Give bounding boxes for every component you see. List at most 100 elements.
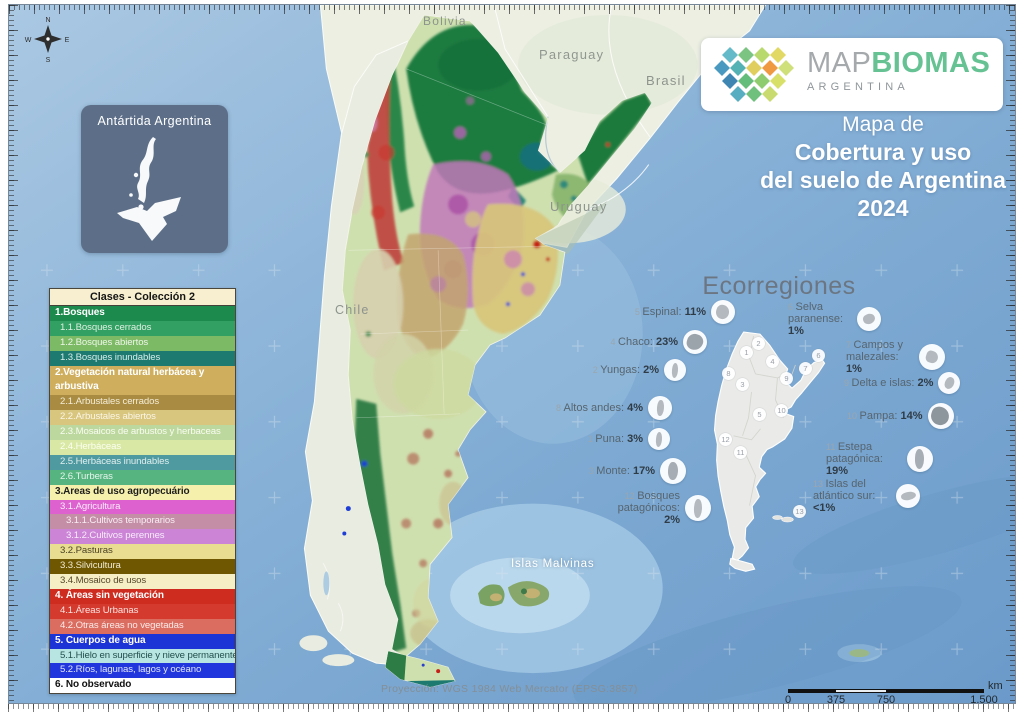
minimap-number-badge: 8 bbox=[722, 367, 735, 380]
ecoregion-label: 1 Puna: 3% bbox=[587, 433, 643, 445]
legend-title: Clases - Colección 2 bbox=[50, 289, 235, 306]
map-title-line4: 2024 bbox=[857, 195, 909, 221]
frame-ticks-bottom bbox=[8, 704, 1016, 712]
ecoregion-item: 3 Monte: 17% bbox=[589, 458, 686, 484]
country-label-uruguay: Uruguay bbox=[550, 199, 608, 214]
minimap-number-badge: 11 bbox=[734, 446, 747, 459]
scalebar-bar bbox=[788, 689, 984, 693]
ecoregion-shape-badge bbox=[683, 330, 707, 354]
projection-note: Proyección: WGS 1984 Web Mercator (EPSG:… bbox=[381, 683, 638, 695]
legend-item: 2.1.Arbustales cerrados bbox=[50, 395, 235, 411]
legend-item: 3.1.1.Cultivos temporarios bbox=[50, 514, 235, 530]
ecoregion-item: 4 Chaco: 23% bbox=[611, 330, 707, 354]
ecoregion-label: 2 Yungas: 2% bbox=[592, 364, 659, 376]
minimap-number-badge: 12 bbox=[719, 433, 732, 446]
scale-bar: km 0 375 750 1.500 bbox=[784, 679, 1008, 704]
legend-item: 4.1.Áreas Urbanas bbox=[50, 603, 235, 619]
ecoregion-label: 10 Pampa: 14% bbox=[847, 410, 923, 422]
legend-item: 2.3.Mosaicos de arbustos y herbaceas bbox=[50, 425, 235, 441]
scalebar-tick-label: 0 bbox=[784, 694, 792, 704]
logo-map-text: MAP bbox=[807, 47, 872, 79]
ecoregion-label: 8 Altos andes: 4% bbox=[555, 402, 643, 414]
ecoregion-shape-badge bbox=[927, 403, 954, 429]
mapbiomas-mosaic-icon bbox=[714, 47, 794, 102]
legend-item: 3.1.Agricultura bbox=[50, 499, 235, 515]
ecoregion-shape-badge bbox=[648, 396, 672, 420]
ecoregion-label: 9 Delta e islas: 2% bbox=[844, 377, 934, 389]
malvinas-islands bbox=[478, 581, 870, 658]
legend-item: 5.1.Hielo en superficie y nieve permanen… bbox=[50, 648, 235, 664]
mapbiomas-logo[interactable]: MAPBIOMAS ARGENTINA bbox=[701, 38, 1003, 111]
ecoregion-item: 2 Yungas: 2% bbox=[593, 359, 686, 381]
ecoregion-shape-badge bbox=[919, 344, 945, 370]
minimap-number-badge: 2 bbox=[752, 337, 765, 350]
legend-item: 2.Vegetación natural herbácea y arbustiv… bbox=[50, 365, 235, 396]
map-title: Mapa de Cobertura y uso del suelo de Arg… bbox=[751, 111, 1015, 222]
ecoregion-label: 6 Selva paranense: 1% bbox=[788, 301, 844, 337]
ecoregions-title: Ecorregiones bbox=[702, 272, 856, 300]
logo-text: MAPBIOMAS ARGENTINA bbox=[807, 47, 991, 94]
ecoregion-shape-badge bbox=[660, 458, 686, 484]
legend-item: 3.1.2.Cultivos perennes bbox=[50, 529, 235, 545]
minimap-number-badge: 7 bbox=[799, 362, 812, 375]
legend-item: 3.3.Silvicultura bbox=[50, 559, 235, 575]
legend-item: 3.2.Pasturas bbox=[50, 544, 235, 560]
bottom-margin bbox=[0, 704, 1024, 723]
minimap-number-badge: 5 bbox=[753, 408, 766, 421]
map-canvas[interactable]: N E S W Bolivia Paraguay Brasil Uruguay … bbox=[8, 4, 1016, 704]
minimap-number-badge: 9 bbox=[780, 372, 793, 385]
ecoregion-item: 7 Campos y malezales: 1% bbox=[846, 339, 945, 375]
compass-s: S bbox=[46, 57, 51, 64]
ecoregion-label: 5 Espinal: 11% bbox=[634, 306, 706, 318]
legend-item: 1.1.Bosques cerrados bbox=[50, 320, 235, 336]
compass-w: W bbox=[25, 37, 32, 44]
legend-item: 1.2.Bosques abiertos bbox=[50, 335, 235, 351]
ecoregion-label: 7 Campos y malezales: 1% bbox=[846, 339, 904, 375]
minimap-number-badge: 13 bbox=[793, 505, 806, 518]
legend-item: 2.2.Arbustales abiertos bbox=[50, 410, 235, 426]
ecoregion-item: 12 Bosques patagónicos: 2% bbox=[600, 490, 711, 526]
legend-item: 1.3.Bosques inundables bbox=[50, 350, 235, 366]
logo-argentina-text: ARGENTINA bbox=[807, 81, 909, 93]
map-title-line1: Mapa de bbox=[842, 113, 924, 136]
legend-item: 5.2.Ríos, lagunas, lagos y océano bbox=[50, 663, 235, 679]
scalebar-segment bbox=[836, 689, 886, 693]
ecoregion-item: 1 Puna: 3% bbox=[588, 428, 670, 450]
compass-rose: N E S W bbox=[25, 17, 70, 64]
ecoregion-label: 11 Estepa patagónica: 19% bbox=[826, 441, 883, 477]
logo-biomas-text: BIOMAS bbox=[871, 47, 991, 79]
ecoregion-item: 6 Selva paranense: 1% bbox=[788, 301, 881, 337]
antartida-inset: Antártida Argentina bbox=[81, 105, 228, 253]
scalebar-tick-label: 750 bbox=[876, 694, 896, 704]
legend-rows: 1.Bosques 1.1.Bosques cerrados 1.2.Bosques… bbox=[50, 306, 235, 694]
ecoregion-shape-badge bbox=[685, 495, 711, 521]
legend-item: 2.5.Herbáceas inundables bbox=[50, 454, 235, 470]
ecoregion-item: 10 Pampa: 14% bbox=[847, 403, 954, 429]
country-label-paraguay: Paraguay bbox=[539, 47, 605, 62]
minimap-number-badge: 4 bbox=[766, 355, 779, 368]
minimap-number-badge: 3 bbox=[736, 378, 749, 391]
antartida-silhouette bbox=[117, 137, 181, 241]
ecoregion-item: 5 Espinal: 11% bbox=[635, 300, 735, 324]
scalebar-unit: km bbox=[988, 680, 1003, 692]
legend-item: 3.4.Mosaico de usos bbox=[50, 574, 235, 589]
ecoregion-label: 4 Chaco: 23% bbox=[610, 336, 678, 348]
map-title-line2: Cobertura y uso bbox=[794, 139, 972, 165]
minimap-number-badge: 6 bbox=[812, 349, 825, 362]
ecoregion-shape-badge bbox=[896, 484, 920, 508]
scalebar-segment bbox=[788, 689, 836, 693]
legend-panel: Clases - Colección 2 1.Bosques 1.1.Bosque… bbox=[49, 288, 236, 695]
map-title-line3: del suelo de Argentina bbox=[760, 167, 1006, 193]
ecoregion-item: 11 Estepa patagónica: 19% bbox=[826, 441, 933, 477]
legend-item: 4.2.Otras áreas no vegetadas bbox=[50, 618, 235, 634]
ecoregion-item: 9 Delta e islas: 2% bbox=[844, 372, 961, 394]
legend-item: 6. No observado bbox=[50, 678, 235, 694]
ecoregion-item: 8 Altos andes: 4% bbox=[556, 396, 672, 420]
minimap-number-badge: 1 bbox=[740, 346, 753, 359]
compass-n: N bbox=[45, 17, 50, 24]
scalebar-tick-label: 1.500 bbox=[970, 694, 998, 704]
scalebar-tick-label: 375 bbox=[826, 694, 846, 704]
scalebar-labels: 0 375 750 1.500 bbox=[784, 694, 998, 704]
legend-item: 3.Areas de uso agropecuário bbox=[50, 484, 235, 500]
